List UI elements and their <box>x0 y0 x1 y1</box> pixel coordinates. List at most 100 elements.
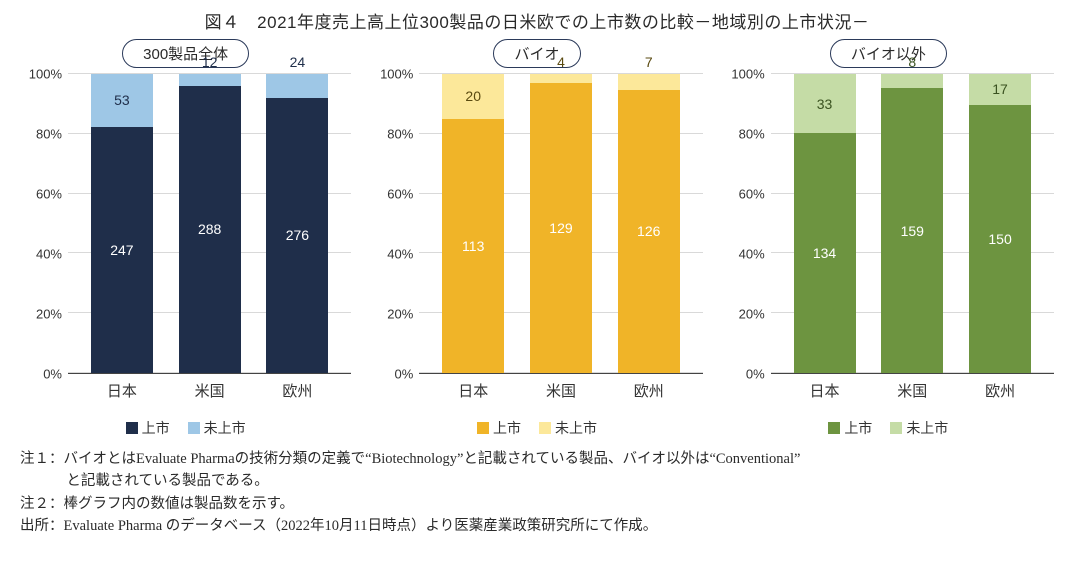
x-label: 日本 <box>810 380 840 401</box>
y-tick-label: 40% <box>36 247 62 262</box>
plot-area: 53 247 12288 24 276 <box>68 74 351 374</box>
bar-column: 17 150 <box>969 74 1031 373</box>
y-tick-label: 80% <box>387 127 413 142</box>
bar-value-launched: 126 <box>637 223 660 239</box>
panel-0: 300製品全体 0% 20% 40% 60% 80% 100% 53 247 12288 24 276… <box>20 39 351 438</box>
y-tick-label: 0% <box>746 367 765 382</box>
swatch-icon <box>539 422 551 434</box>
bar-value-launched: 129 <box>549 220 572 236</box>
panels-row: 300製品全体0%20%40%60%80%100%532471228824276… <box>20 39 1054 438</box>
bar-seg-not-launched: 17 <box>969 74 1031 104</box>
bars: 20 113 4129 7 126 <box>419 74 702 373</box>
bar-value-not-launched: 7 <box>645 54 653 70</box>
bar-value-not-launched: 17 <box>992 81 1008 97</box>
plot-wrap: 53 247 12288 24 276 <box>68 74 351 374</box>
bar-value-not-launched: 24 <box>290 54 306 70</box>
bar-value-not-launched: 33 <box>817 96 833 112</box>
swatch-icon <box>890 422 902 434</box>
note-1-line2: と記載されている製品である。 <box>20 470 1054 492</box>
x-axis-labels: 日本 米国 欧州 <box>771 374 1054 401</box>
legend-item-not-launched: 未上市 <box>188 418 246 438</box>
figure-title: 図４ 2021年度売上高上位300製品の日米欧での上市数の比較－地域別の上市状況… <box>20 8 1054 33</box>
y-tick-label: 20% <box>739 307 765 322</box>
bar-seg-launched: 159 <box>881 88 943 373</box>
bar-column: 7 126 <box>618 74 680 373</box>
swatch-icon <box>477 422 489 434</box>
bar-value-not-launched: 8 <box>908 54 916 70</box>
plot-column: 33 134 8 159 17 150 日本 米国 欧州 <box>771 74 1054 414</box>
x-label: 日本 <box>107 380 137 401</box>
note-2: 注２：棒グラフ内の数値は製品数を示す。 <box>20 493 1054 515</box>
bar-value-launched: 159 <box>901 223 924 239</box>
plot-column: 532471228824276日本米国欧州 <box>68 74 351 414</box>
figure-notes: 注１：バイオとはEvaluate Pharmaの技術分類の定義で“Biotech… <box>20 448 1054 538</box>
panel-1: バイオ0%20%40%60%80%100%2011341297126日本米国欧州… <box>371 39 702 438</box>
legend: 上市 未上市 <box>477 418 597 438</box>
y-tick-label: 0% <box>43 367 62 382</box>
bar-seg-launched: 247 <box>91 127 153 373</box>
legend-label: 未上市 <box>906 418 948 438</box>
bar-value-not-launched: 53 <box>114 92 130 108</box>
bar-value-launched: 276 <box>286 227 309 243</box>
bar-seg-not-launched: 7 <box>618 74 680 90</box>
bar-column: 12288 <box>179 74 241 373</box>
bar-column: 53 247 <box>91 74 153 373</box>
y-axis: 0%20%40%60%80%100% <box>371 74 419 374</box>
bar-seg-not-launched: 8 <box>881 74 943 88</box>
swatch-icon <box>828 422 840 434</box>
bar-value-launched: 247 <box>110 242 133 258</box>
bar-seg-launched: 134 <box>794 133 856 373</box>
y-tick-label: 20% <box>387 307 413 322</box>
panel-title: 300製品全体 <box>122 39 249 68</box>
bar-value-launched: 134 <box>813 245 836 261</box>
bar-seg-launched: 126 <box>618 90 680 373</box>
bar-value-not-launched: 4 <box>557 54 565 70</box>
bar-column: 4129 <box>530 74 592 373</box>
bar-seg-not-launched: 24 <box>266 74 328 98</box>
y-tick-label: 40% <box>739 247 765 262</box>
y-tick-label: 80% <box>36 127 62 142</box>
x-axis-labels: 日本米国欧州 <box>68 374 351 401</box>
bars: 33 134 8 159 17 150 <box>771 74 1054 373</box>
legend-label: 未上市 <box>555 418 597 438</box>
x-label: 日本 <box>458 380 488 401</box>
y-tick-label: 100% <box>29 67 62 82</box>
y-tick-label: 60% <box>36 187 62 202</box>
panel-2: バイオ以外0%20%40%60%80%100%33134815917150日本米… <box>723 39 1054 438</box>
bar-column: 24 276 <box>266 74 328 373</box>
bar-value-not-launched: 20 <box>465 88 481 104</box>
legend-item-launched: 上市 <box>828 418 872 438</box>
bar-seg-not-launched: 20 <box>442 74 504 119</box>
bar-seg-launched: 150 <box>969 105 1031 374</box>
note-source: 出所：Evaluate Pharma のデータベース（2022年10月11日時点… <box>20 515 1054 537</box>
y-tick-label: 60% <box>739 187 765 202</box>
bar-seg-launched: 129 <box>530 83 592 373</box>
panel-title: バイオ以外 <box>830 39 947 68</box>
bar-seg-launched: 276 <box>266 98 328 373</box>
y-tick-label: 40% <box>387 247 413 262</box>
y-axis: 0%20%40%60%80%100% <box>723 74 771 374</box>
swatch-icon <box>188 422 200 434</box>
legend: 上市未上市 <box>126 418 246 438</box>
y-tick-label: 20% <box>36 307 62 322</box>
legend-item-launched: 上市 <box>477 418 521 438</box>
y-tick-label: 60% <box>387 187 413 202</box>
x-label: 米国 <box>897 380 927 401</box>
x-label: 欧州 <box>985 380 1015 401</box>
bar-seg-not-launched: 12 <box>179 74 241 86</box>
bar-column: 20 113 <box>442 74 504 373</box>
chart: 0%20%40%60%80%100%2011341297126日本米国欧州 <box>371 74 702 414</box>
bar-value-not-launched: 12 <box>202 54 218 70</box>
swatch-icon <box>126 422 138 434</box>
plot-column: 2011341297126日本米国欧州 <box>419 74 702 414</box>
x-label: 米国 <box>195 380 225 401</box>
chart: 0%20%40%60%80%100%33134815917150日本米国欧州 <box>723 74 1054 414</box>
legend-item-launched: 上市 <box>126 418 170 438</box>
legend-item-not-launched: 未上市 <box>890 418 948 438</box>
legend-item-not-launched: 未上市 <box>539 418 597 438</box>
bar-value-launched: 113 <box>462 238 484 254</box>
bar-value-launched: 150 <box>988 231 1011 247</box>
y-axis: 0%20%40%60%80%100% <box>20 74 68 374</box>
panel-title: バイオ <box>493 39 580 68</box>
legend-label: 上市 <box>493 418 521 438</box>
